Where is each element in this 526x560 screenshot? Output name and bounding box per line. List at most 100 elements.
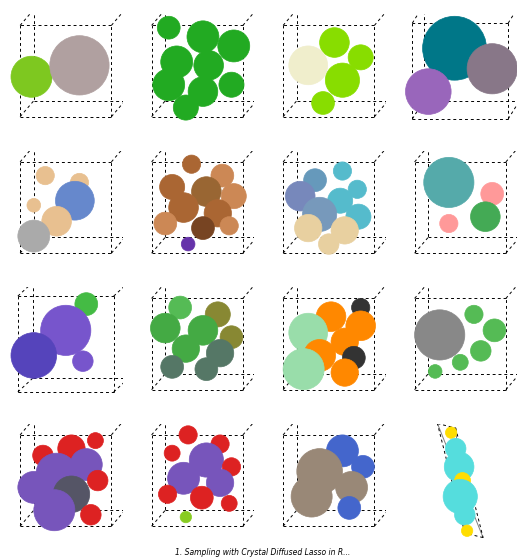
Circle shape <box>221 184 246 209</box>
Circle shape <box>348 45 373 70</box>
Circle shape <box>189 443 224 477</box>
Circle shape <box>153 69 185 101</box>
Circle shape <box>75 293 98 315</box>
Circle shape <box>444 452 474 482</box>
Circle shape <box>164 445 180 461</box>
Circle shape <box>351 455 375 478</box>
Circle shape <box>58 435 85 463</box>
Circle shape <box>291 476 332 517</box>
Circle shape <box>316 302 346 332</box>
Circle shape <box>34 489 75 531</box>
Circle shape <box>70 174 88 192</box>
Circle shape <box>157 16 180 39</box>
Circle shape <box>53 476 90 512</box>
Circle shape <box>481 183 503 206</box>
Circle shape <box>452 354 468 370</box>
Circle shape <box>205 302 230 327</box>
Circle shape <box>342 346 365 369</box>
Circle shape <box>336 472 368 503</box>
Circle shape <box>206 469 234 497</box>
Circle shape <box>302 197 337 231</box>
Circle shape <box>187 21 219 53</box>
Circle shape <box>318 234 339 254</box>
Circle shape <box>87 470 108 491</box>
Circle shape <box>36 453 77 494</box>
Circle shape <box>222 458 240 476</box>
Circle shape <box>195 358 218 381</box>
Circle shape <box>346 204 371 229</box>
Circle shape <box>331 359 358 386</box>
Circle shape <box>211 164 234 187</box>
Circle shape <box>158 485 177 503</box>
Circle shape <box>446 427 457 438</box>
Circle shape <box>179 426 197 444</box>
Circle shape <box>220 217 238 235</box>
Circle shape <box>42 207 72 236</box>
Circle shape <box>406 69 451 114</box>
Circle shape <box>168 463 199 494</box>
Circle shape <box>328 188 353 213</box>
Circle shape <box>11 56 52 97</box>
Circle shape <box>169 296 191 319</box>
Circle shape <box>414 310 465 360</box>
Circle shape <box>304 169 327 192</box>
Circle shape <box>325 63 360 97</box>
Circle shape <box>289 46 328 85</box>
Circle shape <box>446 438 466 459</box>
Circle shape <box>428 365 442 379</box>
Circle shape <box>33 445 53 466</box>
Circle shape <box>422 16 487 80</box>
Circle shape <box>204 199 231 227</box>
Circle shape <box>80 505 101 525</box>
Circle shape <box>443 479 478 514</box>
Circle shape <box>304 339 336 371</box>
Circle shape <box>188 77 218 106</box>
Circle shape <box>161 356 184 379</box>
Circle shape <box>191 217 215 240</box>
Circle shape <box>70 449 102 480</box>
Circle shape <box>55 181 94 220</box>
Circle shape <box>18 472 50 503</box>
Circle shape <box>11 333 57 379</box>
Circle shape <box>454 473 471 488</box>
Circle shape <box>190 486 213 509</box>
Circle shape <box>346 311 376 340</box>
Circle shape <box>286 181 315 211</box>
Circle shape <box>161 46 193 78</box>
Circle shape <box>327 435 358 467</box>
Circle shape <box>283 349 324 390</box>
Circle shape <box>454 505 475 525</box>
Circle shape <box>219 72 244 97</box>
Circle shape <box>424 157 474 208</box>
Circle shape <box>331 328 358 356</box>
Circle shape <box>440 214 458 232</box>
Circle shape <box>211 435 229 453</box>
Circle shape <box>331 217 358 244</box>
Circle shape <box>483 319 506 342</box>
Circle shape <box>150 313 180 343</box>
Circle shape <box>183 155 201 174</box>
Circle shape <box>465 305 483 324</box>
Circle shape <box>320 27 349 57</box>
Circle shape <box>194 50 224 80</box>
Circle shape <box>467 44 517 94</box>
Circle shape <box>218 30 250 62</box>
Circle shape <box>188 315 218 345</box>
Circle shape <box>348 180 367 198</box>
Circle shape <box>289 313 328 352</box>
Circle shape <box>297 449 342 494</box>
Circle shape <box>50 36 109 95</box>
Circle shape <box>351 298 370 316</box>
Circle shape <box>172 335 199 362</box>
Circle shape <box>173 95 198 120</box>
Circle shape <box>154 212 177 235</box>
Circle shape <box>471 202 500 231</box>
Text: 1. Sampling with Crystal Diffused Lasso in R...: 1. Sampling with Crystal Diffused Lasso … <box>175 548 351 557</box>
Circle shape <box>295 214 322 242</box>
Circle shape <box>206 339 234 367</box>
Circle shape <box>159 175 185 199</box>
Circle shape <box>18 220 50 252</box>
Circle shape <box>87 433 104 449</box>
Circle shape <box>311 92 335 114</box>
Circle shape <box>338 497 361 519</box>
